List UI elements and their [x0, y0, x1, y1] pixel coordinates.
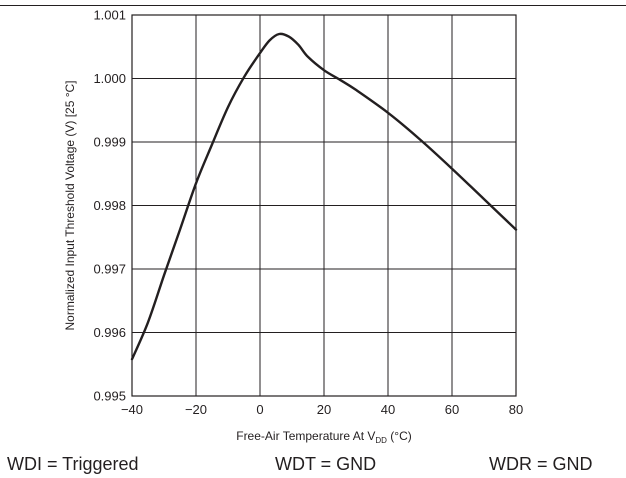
x-tick-label: 20 [317, 402, 331, 417]
y-tick-label: 0.998 [93, 198, 126, 213]
y-tick-label: 0.996 [93, 325, 126, 340]
x-axis-label-unit: (°C) [387, 429, 412, 443]
x-tick-label: −20 [185, 402, 207, 417]
x-axis-label: Free-Air Temperature At VDD (°C) [236, 429, 412, 445]
x-tick-label: −40 [121, 402, 143, 417]
condition-wdi: WDI = Triggered [7, 454, 139, 474]
y-axis-ticks: 0.995 0.996 0.997 0.998 0.999 1.000 1.001 [93, 8, 126, 404]
x-tick-label: 80 [509, 402, 523, 417]
grid [131, 14, 517, 397]
top-rule [0, 5, 626, 6]
x-axis-label-subscript: DD [375, 436, 387, 445]
y-tick-label: 0.995 [93, 389, 126, 404]
plot-frame [131, 14, 517, 397]
series-line [130, 32, 518, 361]
x-axis-label-main: Free-Air Temperature At V [236, 429, 375, 443]
y-tick-label: 1.000 [93, 71, 126, 86]
y-tick-label: 0.999 [93, 135, 126, 150]
test-conditions: WDI = Triggered WDT = GND WDR = GND [0, 452, 626, 476]
x-tick-label: 60 [445, 402, 459, 417]
condition-wdt: WDT = GND [275, 454, 377, 474]
condition-wdr: WDR = GND [489, 454, 593, 474]
x-axis-ticks: −40 −20 0 20 40 60 80 [121, 402, 523, 417]
y-tick-label: 0.997 [93, 262, 126, 277]
threshold-voltage-chart: −40 −20 0 20 40 60 80 0.9950.9960.9970.9980.99… [63, 8, 523, 446]
y-axis-label: Normalized Input Threshold Voltage (V) [… [63, 80, 77, 330]
x-tick-label: 40 [381, 402, 395, 417]
y-tick-label: 1.001 [93, 8, 126, 23]
x-tick-label: 0 [256, 402, 263, 417]
